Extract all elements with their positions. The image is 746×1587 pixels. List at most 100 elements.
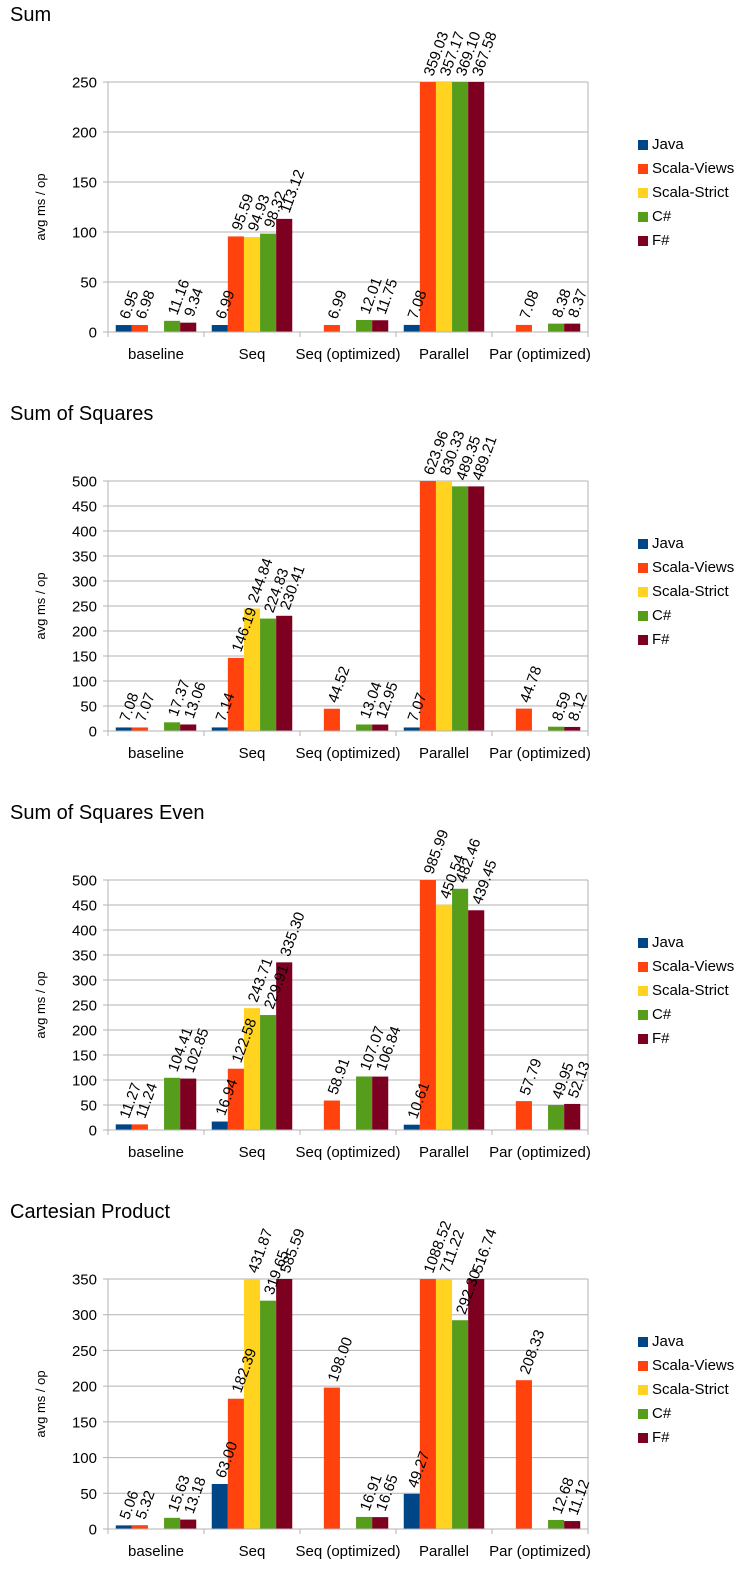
legend-label: Scala-Views bbox=[652, 160, 735, 177]
legend-label: Scala-Views bbox=[652, 958, 735, 975]
data-label: 44.52 bbox=[325, 664, 354, 705]
y-tick-label: 50 bbox=[80, 1486, 97, 1503]
bar-f-baseline bbox=[180, 724, 197, 731]
y-tick-label: 500 bbox=[72, 474, 97, 491]
bar-f-parallel bbox=[468, 910, 485, 1130]
legend-label: F# bbox=[652, 232, 670, 249]
bar-java-parallel bbox=[403, 324, 420, 332]
data-label: 208.33 bbox=[517, 1328, 549, 1377]
legend-swatch bbox=[638, 587, 648, 597]
y-tick-label: 200 bbox=[72, 1023, 97, 1040]
legend-label: C# bbox=[652, 607, 672, 624]
x-tick-label: Par (optimized) bbox=[489, 745, 591, 762]
y-tick-label: 0 bbox=[89, 325, 97, 342]
legend-swatch bbox=[638, 1337, 648, 1347]
bar-java-seq bbox=[211, 1484, 228, 1529]
data-label: 516.74 bbox=[469, 1226, 501, 1275]
bar-f-seq-optimized bbox=[372, 1517, 389, 1529]
x-tick-label: Seq bbox=[239, 346, 266, 363]
y-axis-label: avg ms / op bbox=[33, 572, 48, 639]
bar-scala-views-parallel bbox=[419, 1279, 436, 1529]
legend-label: F# bbox=[652, 1030, 670, 1047]
bar-f-parallel bbox=[468, 82, 485, 332]
y-tick-label: 400 bbox=[72, 923, 97, 940]
bar-c-seq-optimized bbox=[356, 1516, 373, 1529]
data-label: 113.12 bbox=[277, 167, 308, 215]
bar-c-par-optimized bbox=[548, 1105, 565, 1130]
x-tick-label: Parallel bbox=[419, 346, 469, 363]
bar-scala-views-par-optimized bbox=[515, 1380, 532, 1529]
y-tick-label: 200 bbox=[72, 125, 97, 142]
bar-c-par-optimized bbox=[548, 323, 565, 332]
bar-scala-views-baseline bbox=[131, 727, 148, 731]
bar-f-par-optimized bbox=[564, 323, 581, 332]
bar-java-parallel bbox=[403, 1124, 420, 1130]
x-tick-label: Parallel bbox=[419, 1144, 469, 1161]
y-tick-label: 450 bbox=[72, 499, 97, 516]
legend-swatch bbox=[638, 938, 648, 948]
bar-c-baseline bbox=[164, 320, 181, 332]
legend-label: F# bbox=[652, 1429, 670, 1446]
chart-plot: 0 50 100 150 200 250 avg ms / op baseline Seq Seq… bbox=[33, 29, 591, 363]
bar-java-baseline bbox=[115, 1525, 132, 1529]
bar-c-seq bbox=[260, 233, 277, 332]
legend-label: F# bbox=[652, 631, 670, 648]
x-tick-label: Seq (optimized) bbox=[295, 1543, 400, 1560]
bar-scala-strict-seq bbox=[243, 1279, 261, 1529]
bar-scala-views-baseline bbox=[131, 1124, 148, 1130]
legend-swatch bbox=[638, 1361, 648, 1371]
bar-scala-strict-parallel bbox=[435, 904, 453, 1130]
legend-label: Scala-Strict bbox=[652, 184, 729, 201]
bar-f-par-optimized bbox=[564, 1103, 581, 1130]
y-tick-label: 300 bbox=[72, 574, 97, 591]
legend-label: Scala-Strict bbox=[652, 982, 729, 999]
bar-f-seq-optimized bbox=[372, 724, 389, 731]
x-tick-label: Par (optimized) bbox=[489, 1543, 591, 1560]
chart-title: Sum bbox=[10, 4, 52, 26]
legend-label: Java bbox=[652, 934, 684, 951]
y-tick-label: 500 bbox=[72, 873, 97, 890]
legend-swatch bbox=[638, 1409, 648, 1419]
bar-java-baseline bbox=[115, 727, 132, 731]
y-tick-label: 250 bbox=[72, 75, 97, 92]
x-tick-label: Parallel bbox=[419, 745, 469, 762]
legend-label: Java bbox=[652, 535, 684, 552]
bar-scala-views-parallel bbox=[419, 481, 436, 731]
chart-panel-sum-of-squares-even: Sum of Squares Even 0 50 100 150 200 250 300 35… bbox=[0, 798, 746, 1188]
x-tick-label: baseline bbox=[128, 1144, 184, 1161]
y-tick-label: 200 bbox=[72, 1379, 97, 1396]
bar-f-seq bbox=[276, 218, 293, 332]
y-tick-label: 250 bbox=[72, 998, 97, 1015]
y-tick-label: 300 bbox=[72, 1307, 97, 1324]
y-tick-label: 300 bbox=[72, 973, 97, 990]
chart-panel-cartesian-product: Cartesian Product 0 50 100 150 200 250 300 350 a… bbox=[0, 1197, 746, 1587]
y-tick-label: 250 bbox=[72, 1343, 97, 1360]
x-tick-label: Seq bbox=[239, 1144, 266, 1161]
legend-swatch bbox=[638, 539, 648, 549]
bar-scala-views-parallel bbox=[419, 82, 436, 332]
bar-f-parallel bbox=[468, 486, 485, 731]
y-tick-label: 150 bbox=[72, 1048, 97, 1065]
bar-c-parallel bbox=[452, 82, 469, 332]
data-label: 198.00 bbox=[325, 1335, 357, 1384]
legend-swatch bbox=[638, 635, 648, 645]
legend-swatch bbox=[638, 236, 648, 246]
y-tick-label: 250 bbox=[72, 599, 97, 616]
bar-f-seq bbox=[276, 615, 293, 731]
y-tick-label: 400 bbox=[72, 524, 97, 541]
data-label: 57.79 bbox=[517, 1056, 546, 1097]
bar-scala-views-seq bbox=[227, 236, 244, 332]
bar-f-seq bbox=[276, 1279, 293, 1529]
bar-java-parallel bbox=[403, 727, 420, 731]
bar-scala-views-par-optimized bbox=[515, 1101, 532, 1130]
x-tick-label: baseline bbox=[128, 745, 184, 762]
bar-c-par-optimized bbox=[548, 1519, 565, 1529]
bar-scala-strict-parallel bbox=[435, 82, 453, 332]
bar-scala-views-seq bbox=[227, 1068, 244, 1130]
y-axis-label: avg ms / op bbox=[33, 173, 48, 240]
legend-swatch bbox=[638, 188, 648, 198]
legend-swatch bbox=[638, 140, 648, 150]
bar-scala-strict-seq bbox=[243, 1008, 261, 1130]
y-tick-label: 100 bbox=[72, 1450, 97, 1467]
legend-label: C# bbox=[652, 1006, 672, 1023]
